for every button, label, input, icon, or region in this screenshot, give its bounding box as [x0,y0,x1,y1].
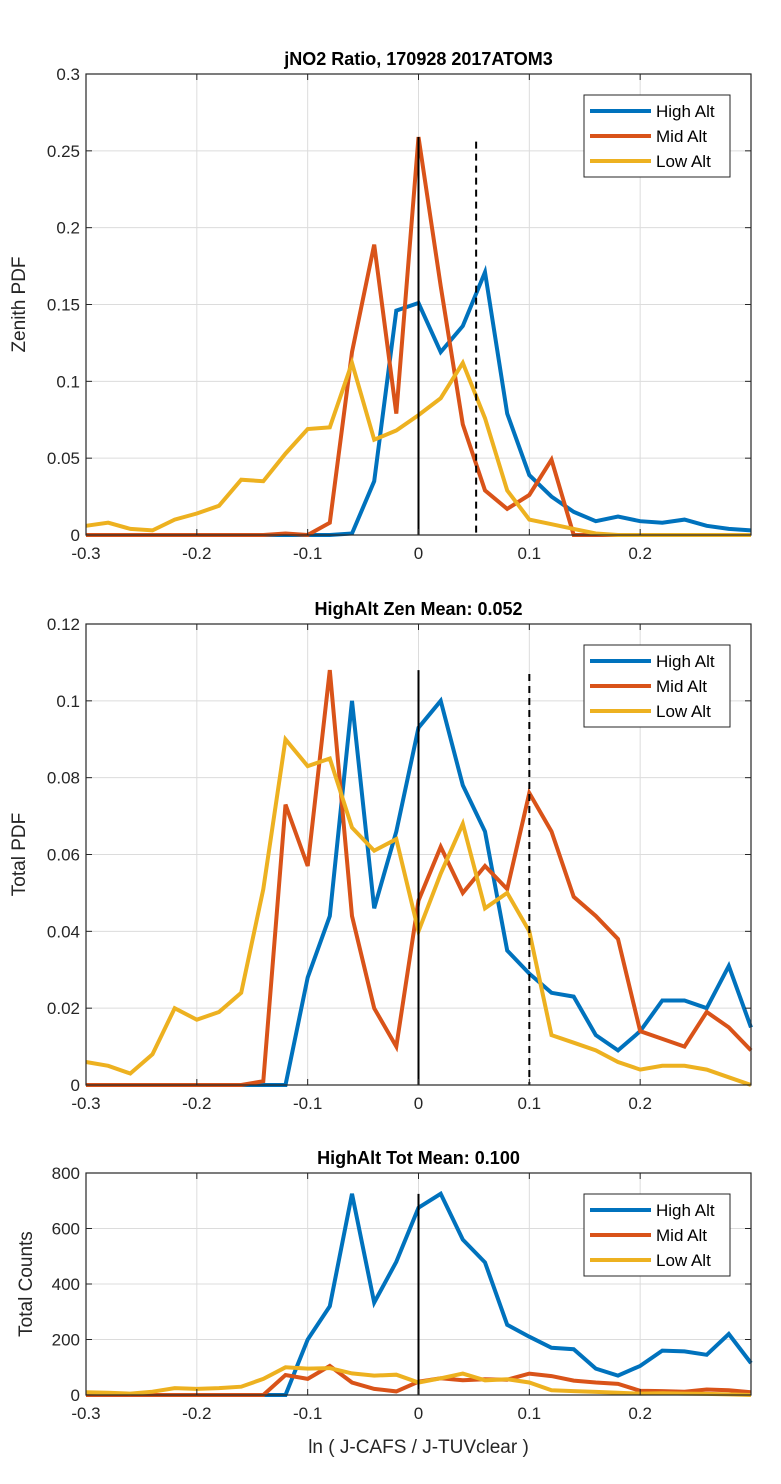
legend-label: Mid Alt [656,677,707,696]
y-tick-label: 0 [71,526,80,545]
y-tick-label: 0.25 [47,142,80,161]
legend-label: High Alt [656,652,715,671]
y-tick-label: 0.05 [47,449,80,468]
x-tick-label: -0.3 [71,1404,100,1423]
x-tick-label: -0.2 [182,1094,211,1113]
x-tick-label: -0.1 [293,1404,322,1423]
x-tick-label: 0 [414,544,423,563]
y-tick-label: 0.1 [56,372,80,391]
legend-label: High Alt [656,102,715,121]
legend-label: Low Alt [656,1251,711,1270]
y-axis-label: Total Counts [16,1231,37,1337]
y-tick-label: 0.2 [56,219,80,238]
y-tick-label: 400 [52,1275,80,1294]
y-tick-label: 0.08 [47,769,80,788]
legend-label: Low Alt [656,702,711,721]
y-axis-label: Zenith PDF [9,256,30,352]
chart-3: -0.3 -0.2 -0.1 0 0.1 0.2 0 200 400 600 800 HighAlt … [16,1148,753,1458]
x-tick-label: -0.2 [182,544,211,563]
y-tick-label: 0.3 [56,65,80,84]
legend: High Alt Mid Alt Low Alt [583,1193,731,1277]
x-tick-label: -0.1 [293,544,322,563]
y-tick-label: 0.1 [56,692,80,711]
x-tick-label: 0.1 [518,544,542,563]
legend-label: Mid Alt [656,127,707,146]
x-tick-label: 0.1 [518,1404,542,1423]
x-axis-label: ln ( J-CAFS / J-TUVclear ) [308,1437,529,1458]
x-tick-label: 0.2 [628,544,652,563]
chart-1: -0.3 -0.2 -0.1 0 0.1 0.2 0 0.05 0.1 0.15 0.2 0.25 0.… [9,49,752,563]
y-tick-label: 0.12 [47,615,80,634]
y-tick-label: 0.04 [47,922,80,941]
y-tick-label: 0 [71,1386,80,1405]
y-tick-label: 600 [52,1220,80,1239]
y-tick-label: 0.15 [47,296,80,315]
chart-title: HighAlt Tot Mean: 0.100 [317,1148,520,1168]
chart-title: jNO2 Ratio, 170928 2017ATOM3 [283,49,552,69]
y-tick-label: 200 [52,1331,80,1350]
legend: High Alt Mid Alt Low Alt [583,94,731,178]
x-tick-label: 0.1 [518,1094,542,1113]
x-tick-label: 0.2 [628,1404,652,1423]
legend-label: Mid Alt [656,1226,707,1245]
legend-label: Low Alt [656,152,711,171]
x-tick-label: -0.3 [71,1094,100,1113]
x-tick-label: -0.1 [293,1094,322,1113]
y-tick-label: 0.02 [47,999,80,1018]
chart-2: -0.3 -0.2 -0.1 0 0.1 0.2 0 0.02 0.04 0.06 0.08 0.1 0… [9,599,753,1113]
y-tick-label: 0 [71,1076,80,1095]
y-tick-label: 0.06 [47,846,80,865]
y-tick-label: 800 [52,1164,80,1183]
x-tick-label: 0 [414,1404,423,1423]
legend: High Alt Mid Alt Low Alt [583,644,731,728]
y-axis-label: Total PDF [9,813,30,896]
x-tick-label: -0.3 [71,544,100,563]
legend-label: High Alt [656,1201,715,1220]
x-tick-label: -0.2 [182,1404,211,1423]
x-tick-label: 0 [414,1094,423,1113]
chart-title: HighAlt Zen Mean: 0.052 [314,599,522,619]
x-tick-label: 0.2 [628,1094,652,1113]
